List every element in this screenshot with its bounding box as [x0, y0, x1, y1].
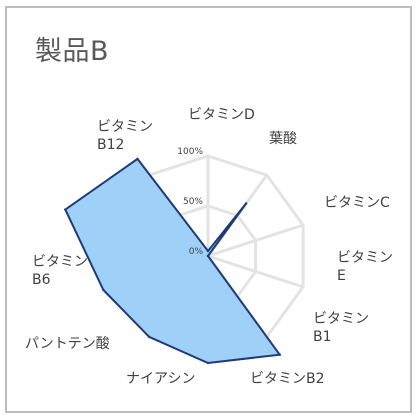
axis-label: ビタミンD [188, 107, 255, 123]
axis-label-line: B6 [32, 272, 51, 288]
axis-label-line: 葉酸 [269, 131, 297, 147]
axis-spoke [207, 223, 304, 258]
axis-label-line: ナイアシン [126, 371, 195, 387]
axis-label-line: E [337, 268, 346, 284]
axis-spoke [207, 254, 304, 289]
data-point [245, 202, 248, 205]
tick-label: 100% [177, 147, 203, 157]
data-series-area [64, 157, 282, 365]
data-point [206, 249, 210, 253]
tick-label: 0% [189, 247, 204, 257]
axis-label-line: ビタミン [97, 119, 153, 135]
axis-label-line: B1 [313, 329, 332, 345]
axis-label: ビタミン B6 [32, 254, 88, 288]
axis-label: ビタミン B12 [97, 119, 153, 153]
axis-label: ビタミンC [324, 195, 390, 211]
chart-title: 製品B [35, 36, 110, 67]
axis-label: 葉酸 [269, 131, 297, 147]
axis-label-line: B12 [97, 137, 124, 153]
axis-label-line: ビタミン [32, 254, 88, 270]
data-point [64, 208, 67, 211]
axis-label-line: ビタミン [313, 311, 369, 327]
data-point [148, 335, 151, 339]
axis-label: ビタミンB2 [250, 371, 325, 387]
data-point [206, 361, 210, 365]
axis-label: ビタミン E [337, 250, 393, 284]
axis-label-line: ビタミンD [188, 107, 255, 123]
axis-label-line: パントテン酸 [25, 336, 110, 352]
axis-label: ナイアシン [126, 371, 195, 387]
axis-label: ビタミン B1 [313, 311, 369, 345]
data-point [206, 254, 210, 258]
axis-label-line: ビタミンB2 [250, 371, 325, 387]
data-point [102, 288, 105, 292]
data-point [278, 353, 281, 356]
tick-label: 50% [183, 197, 203, 207]
axis-label: パントテン酸 [25, 336, 110, 352]
data-point [136, 157, 139, 161]
axis-label-line: ビタミン [337, 250, 393, 266]
axis-label-line: ビタミンC [324, 195, 390, 211]
